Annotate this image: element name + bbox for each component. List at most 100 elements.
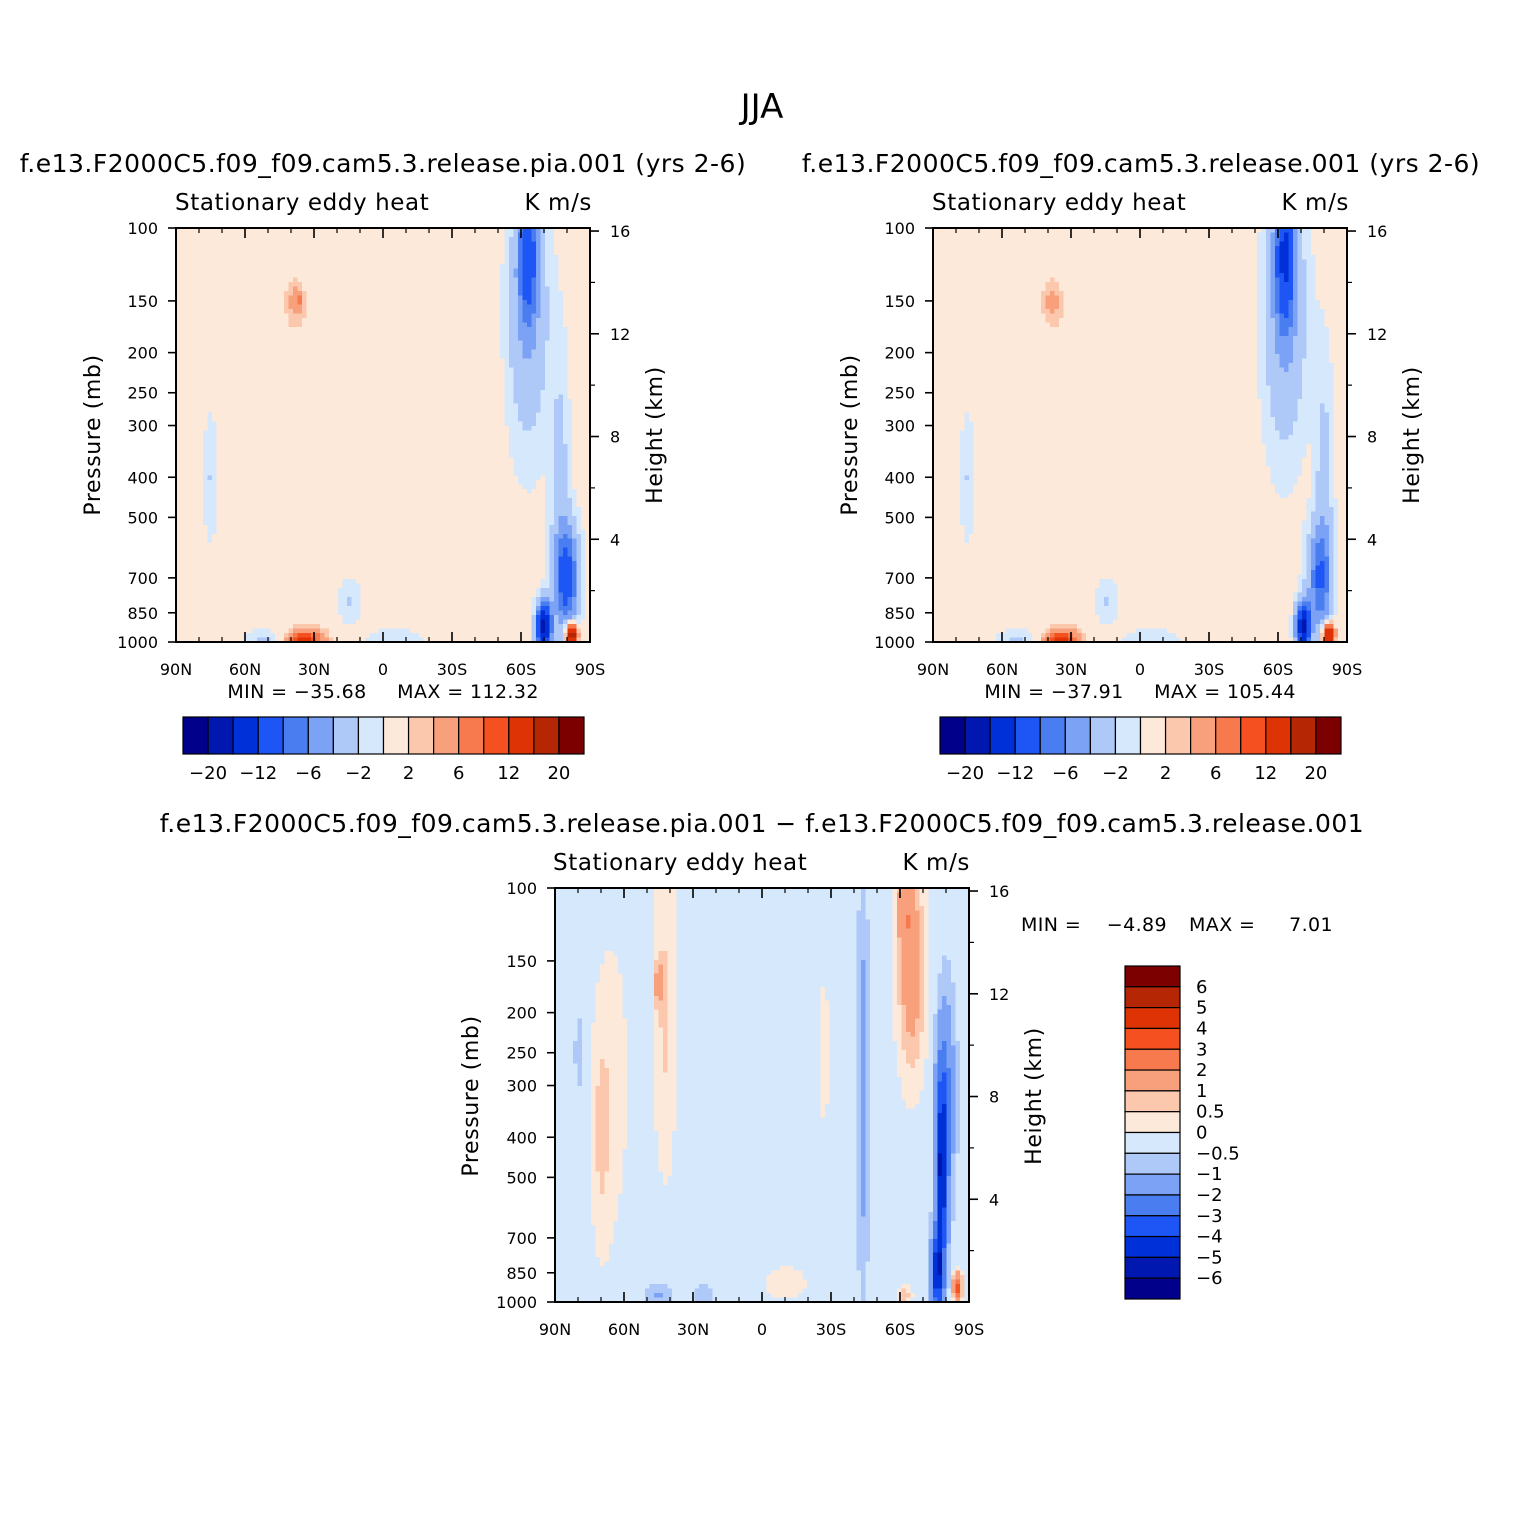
heatmap-cell [365, 386, 370, 391]
heatmap-cell [482, 381, 487, 386]
heatmap-cell [379, 282, 384, 287]
heatmap-cell [415, 431, 420, 436]
heatmap-cell [320, 395, 325, 400]
heatmap-cell [419, 350, 424, 355]
heatmap-cell [275, 318, 280, 323]
heatmap-cell [320, 363, 325, 368]
heatmap-cell [311, 431, 316, 436]
heatmap-cell [446, 341, 451, 346]
heatmap-cell [523, 467, 528, 472]
heatmap-cell [307, 251, 312, 256]
heatmap-cell [397, 291, 402, 296]
heatmap-cell [541, 386, 546, 391]
heatmap-cell [554, 426, 559, 431]
heatmap-cell [185, 444, 190, 449]
heatmap-cell [433, 372, 438, 377]
heatmap-cell [455, 323, 460, 328]
heatmap-cell [239, 255, 244, 260]
heatmap-cell [262, 251, 267, 256]
heatmap-cell [523, 341, 528, 346]
heatmap-cell [302, 246, 307, 251]
heatmap-cell [316, 345, 321, 350]
heatmap-cell [271, 251, 276, 256]
heatmap-cell [343, 449, 348, 454]
heatmap-cell [275, 242, 280, 247]
heatmap-cell [563, 417, 568, 422]
heatmap-cell [374, 251, 379, 256]
heatmap-cell [455, 395, 460, 400]
heatmap-cell [239, 242, 244, 247]
heatmap-cell [415, 390, 420, 395]
heatmap-cell [464, 363, 469, 368]
heatmap-cell [208, 336, 213, 341]
heatmap-cell [545, 273, 550, 278]
heatmap-cell [500, 399, 505, 404]
heatmap-cell [302, 309, 307, 314]
heatmap-cell [374, 458, 379, 463]
heatmap-cell [437, 453, 442, 458]
heatmap-cell [572, 399, 577, 404]
heatmap-cell [415, 291, 420, 296]
heatmap-cell [262, 390, 267, 395]
heatmap-cell [383, 242, 388, 247]
heatmap-cell [361, 332, 366, 337]
heatmap-cell [491, 372, 496, 377]
heatmap-cell [316, 305, 321, 310]
heatmap-cell [446, 255, 451, 260]
heatmap-cell [325, 372, 330, 377]
heatmap-cell [181, 372, 186, 377]
heatmap-cell [433, 341, 438, 346]
heatmap-cell [212, 269, 217, 274]
heatmap-cell [469, 251, 474, 256]
heatmap-cell [352, 449, 357, 454]
heatmap-cell [572, 309, 577, 314]
heatmap-cell [230, 417, 235, 422]
heatmap-cell [559, 260, 564, 265]
heatmap-cell [383, 327, 388, 332]
heatmap-cell [230, 422, 235, 427]
heatmap-cell [203, 471, 208, 476]
heatmap-cell [190, 345, 195, 350]
heatmap-cell [370, 237, 375, 242]
heatmap-cell [203, 381, 208, 386]
heatmap-cell [320, 332, 325, 337]
heatmap-cell [550, 453, 555, 458]
heatmap-cell [293, 453, 298, 458]
heatmap-cell [262, 237, 267, 242]
heatmap-cell [460, 395, 465, 400]
heatmap-cell [523, 323, 528, 328]
heatmap-cell [284, 381, 289, 386]
heatmap-cell [514, 309, 519, 314]
heatmap-cell [419, 453, 424, 458]
heatmap-cell [347, 336, 352, 341]
heatmap-cell [433, 260, 438, 265]
heatmap-cell [361, 341, 366, 346]
heatmap-cell [298, 350, 303, 355]
heatmap-cell [379, 444, 384, 449]
heatmap-cell [230, 377, 235, 382]
heatmap-cell [572, 345, 577, 350]
heatmap-cell [541, 368, 546, 373]
heatmap-cell [271, 417, 276, 422]
heatmap-cell [199, 309, 204, 314]
heatmap-cell [428, 282, 433, 287]
heatmap-cell [500, 440, 505, 445]
heatmap-cell [478, 408, 483, 413]
heatmap-cell [352, 309, 357, 314]
heatmap-cell [437, 305, 442, 310]
heatmap-cell [397, 399, 402, 404]
heatmap-cell [572, 291, 577, 296]
heatmap-cell [437, 287, 442, 292]
heatmap-cell [518, 399, 523, 404]
heatmap-cell [257, 287, 262, 292]
heatmap-cell [518, 264, 523, 269]
heatmap-cell [334, 255, 339, 260]
heatmap-cell [527, 354, 532, 359]
heatmap-cell [563, 278, 568, 283]
heatmap-cell [428, 305, 433, 310]
heatmap-cell [473, 246, 478, 251]
heatmap-cell [496, 332, 501, 337]
heatmap-cell [383, 467, 388, 472]
heatmap-cell [203, 300, 208, 305]
heatmap-cell [262, 332, 267, 337]
